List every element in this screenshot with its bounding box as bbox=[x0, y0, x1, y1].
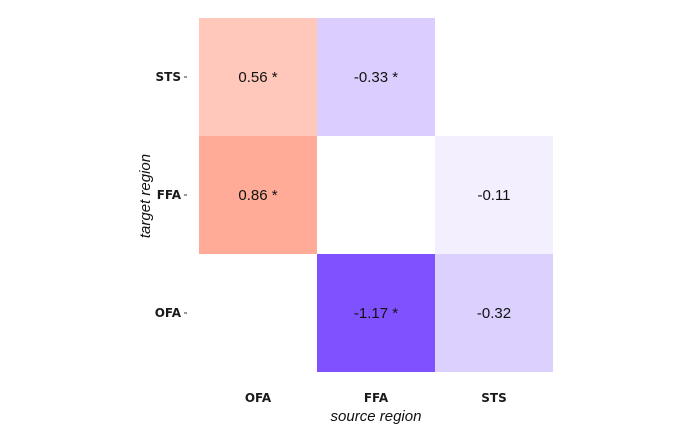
x-axis-title: source region bbox=[331, 408, 422, 425]
cell-label-sts-to-ffa: -0.11 bbox=[477, 187, 510, 204]
x-tick-label-ofa: OFA bbox=[245, 391, 272, 405]
y-tick-label-ofa: OFA bbox=[155, 306, 182, 320]
heatmap-cell-labels: 0.56 * -0.33 * 0.86 * -0.11 -1.17 * -0.32 bbox=[238, 69, 511, 322]
cell-label-ofa-to-ffa: 0.86 * bbox=[238, 187, 277, 204]
y-axis-title: target region bbox=[137, 154, 154, 238]
cell-label-ffa-to-sts: -0.33 * bbox=[354, 69, 398, 86]
x-axis-ticks: OFA FFA STS bbox=[245, 391, 507, 405]
x-tick-label-ffa: FFA bbox=[364, 391, 389, 405]
cell-sts-to-ffa bbox=[435, 136, 553, 254]
heatmap-cells bbox=[199, 18, 553, 372]
cell-ofa-to-ffa bbox=[199, 136, 317, 254]
cell-label-ffa-to-ofa: -1.17 * bbox=[354, 305, 398, 322]
x-tick-label-sts: STS bbox=[481, 391, 506, 405]
y-axis-ticks: STS FFA OFA bbox=[155, 70, 187, 320]
cell-ofa-to-sts bbox=[199, 18, 317, 136]
cell-ffa-to-sts bbox=[317, 18, 435, 136]
y-tick-label-ffa: FFA bbox=[157, 188, 182, 202]
cell-sts-to-ofa bbox=[435, 254, 553, 372]
y-tick-label-sts: STS bbox=[156, 70, 181, 84]
cell-label-ofa-to-sts: 0.56 * bbox=[238, 69, 277, 86]
cell-label-sts-to-ofa: -0.32 bbox=[477, 305, 511, 322]
cell-ffa-to-ofa bbox=[317, 254, 435, 372]
